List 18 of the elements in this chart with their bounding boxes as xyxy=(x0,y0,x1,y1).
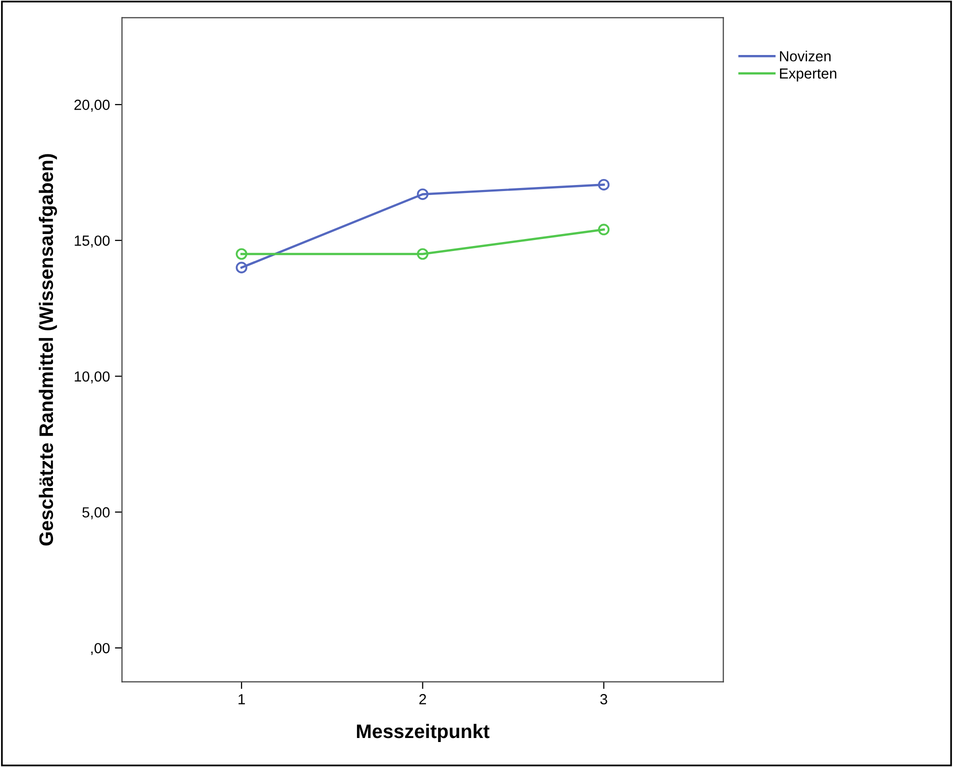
legend-label: Novizen xyxy=(780,50,831,62)
y-tick-label: 5,00 xyxy=(82,507,110,520)
y-tick-label: 15,00 xyxy=(74,236,110,248)
x-tick-label: 1 xyxy=(238,694,245,704)
point xyxy=(416,248,428,260)
x-tick-label: 3 xyxy=(600,694,608,704)
legend-label: Experten xyxy=(780,68,836,82)
x-axis-title: Messzeitpunkt xyxy=(356,724,490,742)
point xyxy=(236,248,248,260)
point xyxy=(236,262,248,274)
x-tick-label: 2 xyxy=(419,694,426,704)
point xyxy=(416,188,428,200)
y-tick-label: 10,00 xyxy=(74,371,110,384)
point xyxy=(598,224,610,236)
y-tick-label: ,00 xyxy=(91,643,110,656)
point xyxy=(598,178,610,190)
y-axis-title: Geschätzte Randmittel (Wissensaufgaben) xyxy=(38,154,58,546)
y-tick-label: 20,00 xyxy=(74,100,110,112)
